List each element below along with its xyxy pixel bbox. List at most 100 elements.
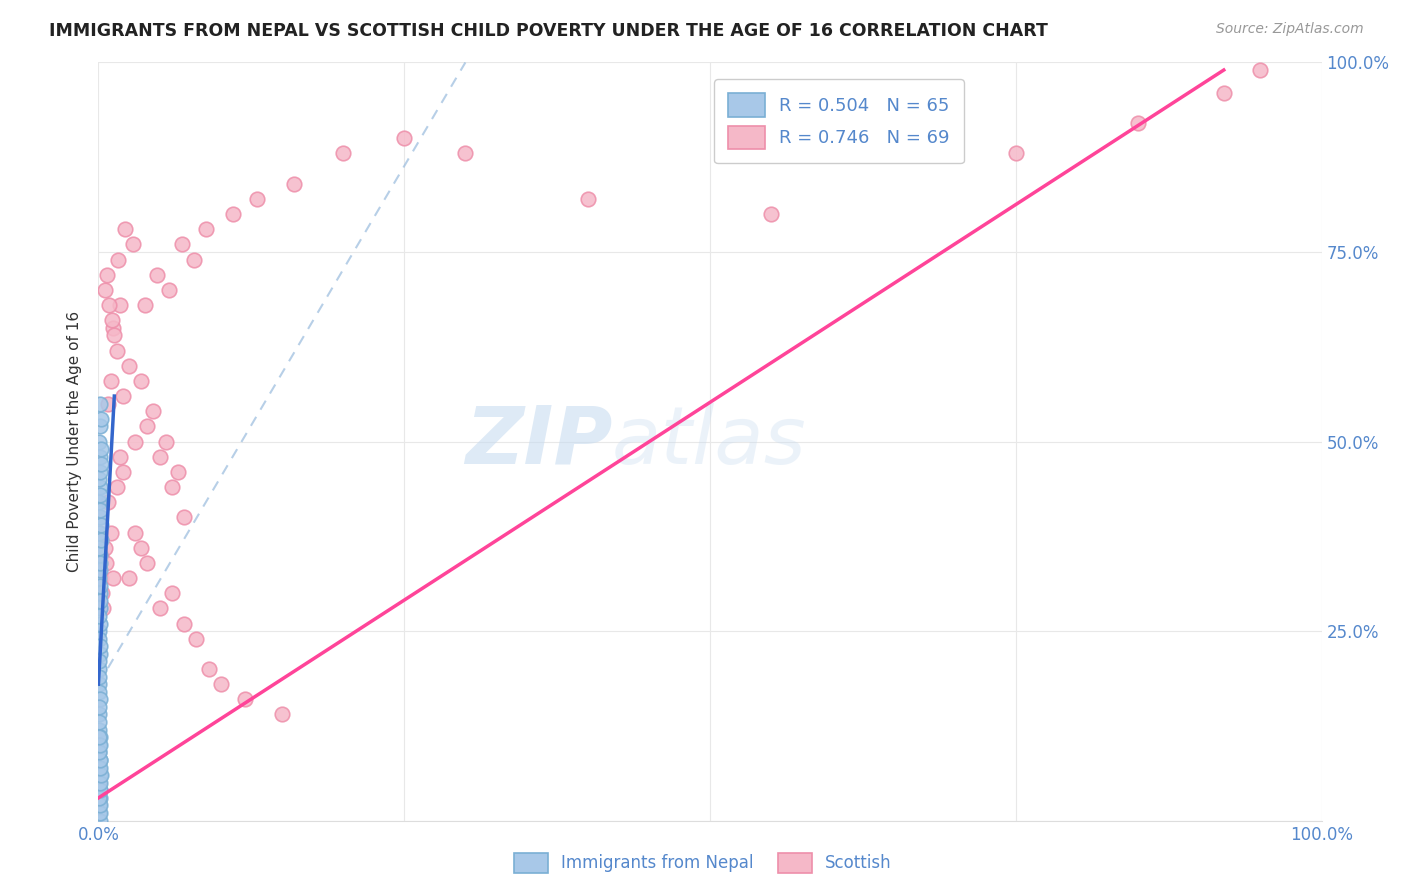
Point — [110, 450, 132, 464]
Point — [89, 760, 111, 774]
Legend: Immigrants from Nepal, Scottish: Immigrants from Nepal, Scottish — [508, 847, 898, 880]
Legend: R = 0.504   N = 65, R = 0.746   N = 69: R = 0.504 N = 65, R = 0.746 N = 69 — [714, 79, 965, 163]
Point — [93, 283, 115, 297]
Point — [761, 207, 783, 221]
Point — [89, 662, 111, 676]
Point — [89, 396, 111, 410]
Point — [89, 525, 111, 540]
Point — [100, 374, 122, 388]
Point — [87, 776, 110, 790]
Point — [89, 639, 111, 653]
Point — [89, 450, 111, 464]
Point — [111, 465, 134, 479]
Point — [89, 723, 111, 737]
Point — [89, 579, 111, 593]
Point — [90, 517, 112, 532]
Point — [110, 298, 132, 312]
Point — [89, 669, 111, 683]
Point — [157, 283, 180, 297]
Point — [87, 495, 110, 509]
Point — [149, 601, 172, 615]
Point — [89, 480, 111, 494]
Point — [114, 222, 136, 236]
Point — [89, 616, 111, 631]
Point — [89, 510, 111, 524]
Point — [89, 586, 111, 600]
Point — [89, 541, 111, 555]
Text: Source: ZipAtlas.com: Source: ZipAtlas.com — [1216, 22, 1364, 37]
Point — [107, 252, 129, 267]
Point — [89, 806, 111, 821]
Point — [129, 374, 152, 388]
Point — [883, 131, 905, 145]
Point — [97, 495, 120, 509]
Point — [233, 692, 256, 706]
Y-axis label: Child Poverty Under the Age of 16: Child Poverty Under the Age of 16 — [67, 311, 83, 572]
Point — [90, 548, 112, 563]
Point — [89, 707, 111, 722]
Point — [89, 632, 111, 646]
Point — [173, 616, 195, 631]
Point — [283, 177, 305, 191]
Point — [186, 632, 208, 646]
Point — [146, 268, 169, 282]
Point — [97, 396, 120, 410]
Point — [101, 320, 124, 334]
Text: ZIP: ZIP — [465, 402, 612, 481]
Point — [134, 298, 156, 312]
Point — [89, 564, 111, 578]
Point — [89, 487, 111, 501]
Point — [90, 768, 112, 782]
Point — [91, 601, 114, 615]
Point — [167, 465, 190, 479]
Point — [89, 647, 111, 661]
Point — [103, 328, 125, 343]
Point — [1212, 86, 1234, 100]
Text: IMMIGRANTS FROM NEPAL VS SCOTTISH CHILD POVERTY UNDER THE AGE OF 16 CORRELATION : IMMIGRANTS FROM NEPAL VS SCOTTISH CHILD … — [49, 22, 1047, 40]
Point — [89, 746, 111, 760]
Point — [90, 571, 112, 585]
Point — [89, 783, 111, 797]
Point — [89, 571, 111, 585]
Point — [118, 359, 141, 373]
Point — [89, 503, 111, 517]
Point — [101, 313, 124, 327]
Point — [392, 131, 416, 145]
Point — [89, 434, 111, 449]
Point — [136, 419, 159, 434]
Point — [160, 480, 183, 494]
Point — [105, 480, 128, 494]
Point — [124, 525, 146, 540]
Point — [89, 556, 111, 570]
Point — [183, 252, 205, 267]
Point — [98, 298, 121, 312]
Point — [89, 791, 111, 805]
Point — [89, 753, 111, 767]
Point — [89, 791, 111, 805]
Point — [89, 594, 111, 608]
Point — [89, 730, 111, 744]
Point — [136, 556, 159, 570]
Point — [89, 655, 111, 669]
Point — [1004, 146, 1026, 161]
Point — [90, 533, 112, 548]
Point — [89, 760, 111, 774]
Point — [1249, 62, 1271, 77]
Point — [89, 473, 111, 487]
Point — [100, 525, 122, 540]
Point — [118, 571, 141, 585]
Point — [89, 525, 111, 540]
Point — [89, 768, 111, 782]
Point — [270, 707, 294, 722]
Point — [246, 192, 269, 206]
Point — [87, 677, 110, 691]
Point — [89, 548, 111, 563]
Point — [89, 624, 111, 639]
Point — [89, 699, 111, 714]
Point — [222, 207, 245, 221]
Point — [89, 738, 111, 752]
Point — [93, 541, 115, 555]
Point — [142, 404, 165, 418]
Point — [89, 419, 111, 434]
Point — [94, 556, 117, 570]
